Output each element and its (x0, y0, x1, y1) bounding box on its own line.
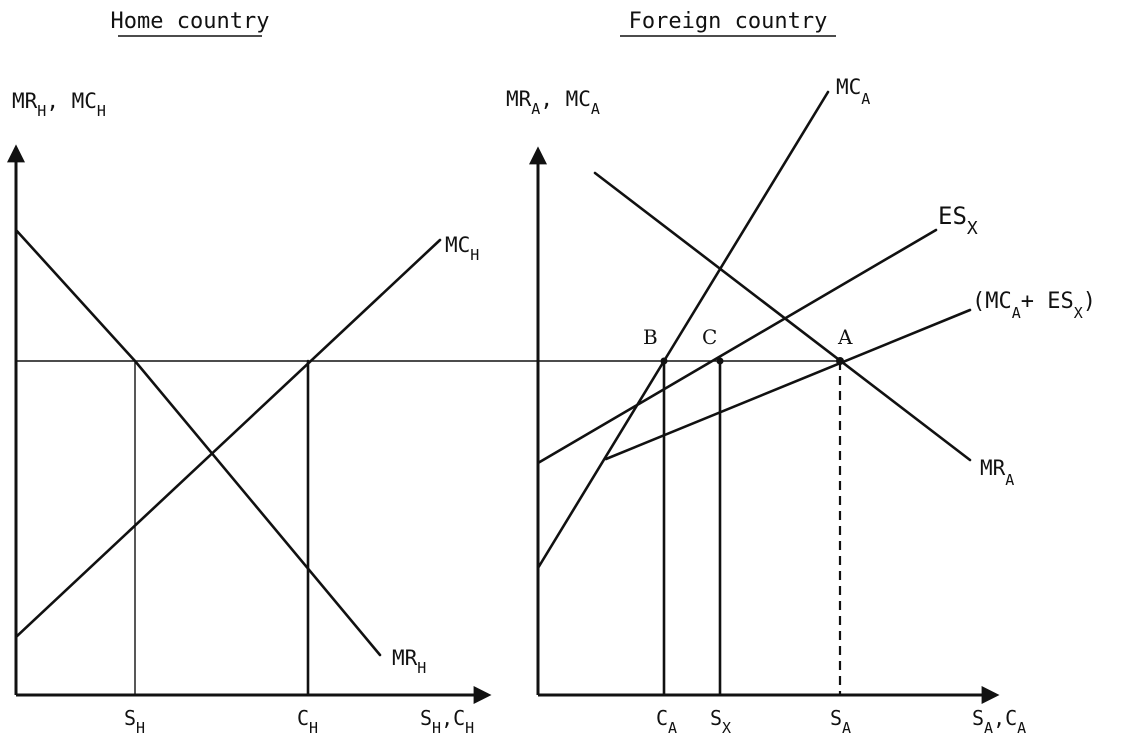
home-title: Home country (111, 9, 270, 34)
point-c-dot (716, 357, 724, 365)
foreign-tick-sx: SX (710, 706, 731, 737)
home-tick-sh: SH (124, 706, 145, 737)
point-b-label: B (643, 325, 658, 349)
point-a-label: A (837, 325, 853, 349)
home-mr-curve (14, 228, 382, 657)
home-y-axis-label: MRH, MCH (12, 89, 106, 120)
foreign-title: Foreign country (629, 9, 828, 34)
foreign-mc-plus-es-label: (MCA+ ESX) (972, 289, 1096, 322)
foreign-mr-label: MRA (980, 456, 1014, 489)
foreign-tick-ca: CA (656, 706, 677, 737)
home-x-axis-label: SH,CH (420, 706, 474, 737)
foreign-tick-sa: SA (830, 706, 851, 737)
home-mr-label: MRH (392, 646, 426, 677)
home-panel: Home country MRH, MCH MCH MRH SH CH SH,C… (7, 9, 492, 737)
foreign-y-axis-label: MRA, MCA (506, 87, 600, 118)
foreign-mc-label: MCA (836, 75, 870, 108)
point-c-label: C (702, 325, 717, 349)
foreign-panel: Foreign country MRA, MCA B C A MCA ESX (… (506, 9, 1096, 737)
foreign-es-curve (536, 228, 938, 465)
foreign-mr-curve (593, 171, 972, 462)
foreign-x-axis-label: SA,CA (972, 706, 1026, 737)
home-mc-label: MCH (445, 233, 479, 264)
point-a-dot (836, 357, 844, 365)
point-b-dot (660, 357, 668, 365)
foreign-mc-curve (536, 90, 830, 570)
home-mc-curve (14, 238, 442, 639)
foreign-mc-plus-es-curve (604, 308, 972, 461)
foreign-es-label: ESX (938, 202, 978, 239)
home-tick-ch: CH (297, 706, 318, 737)
